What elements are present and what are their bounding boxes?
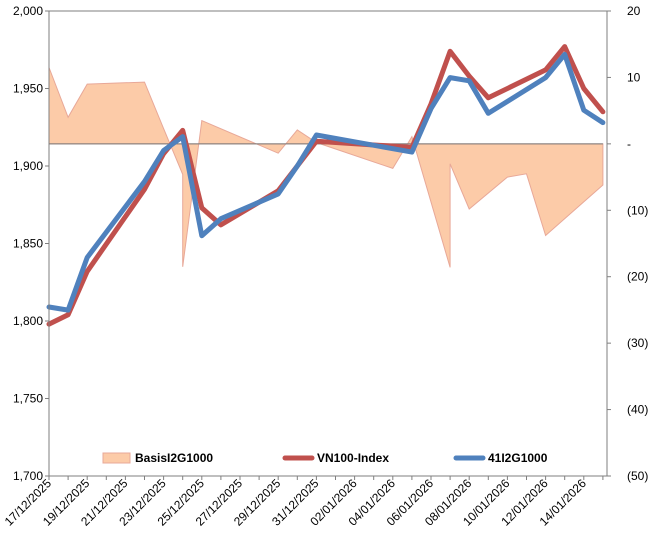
right-axis-tick-label: - [627, 137, 631, 151]
legend-swatch-area [102, 452, 131, 464]
left-axis-tick-label: 2,000 [13, 4, 43, 18]
right-axis-tick-label: (40) [627, 403, 648, 417]
right-axis-tick-label: (20) [627, 270, 648, 284]
left-axis-tick-label: 1,750 [13, 392, 43, 406]
left-axis-tick-label: 1,950 [13, 82, 43, 96]
series-lines-layer [46, 44, 606, 327]
axes-layer: 1,700 1,750 1,800 1,850 1,900 1,950 2,000 (50) (… [2, 4, 649, 529]
left-axis-tick-label: 1,800 [13, 314, 43, 328]
left-axis-tick-label: 1,700 [13, 469, 43, 483]
right-axis-tick-label: (50) [627, 469, 648, 483]
left-axis-tick-label: 1,850 [13, 237, 43, 251]
right-axis-tick-label: (30) [627, 336, 648, 350]
series-line-41i2g1000 [46, 51, 606, 313]
right-axis-tick-label: (10) [627, 203, 648, 217]
left-axis-tick-label: 1,900 [13, 159, 43, 173]
legend-label: 41I2G1000 [488, 451, 548, 465]
right-axis-tick-label: 10 [627, 70, 641, 84]
basis-area-layer [48, 67, 604, 268]
right-axis-tick-label: 20 [627, 4, 641, 18]
series-area-basis [48, 67, 604, 268]
legend-label: VN100-Index [317, 451, 389, 465]
legend-label: BasisI2G1000 [135, 451, 213, 465]
legend: BasisI2G1000 VN100-Index 41I2G1000 [102, 451, 548, 465]
